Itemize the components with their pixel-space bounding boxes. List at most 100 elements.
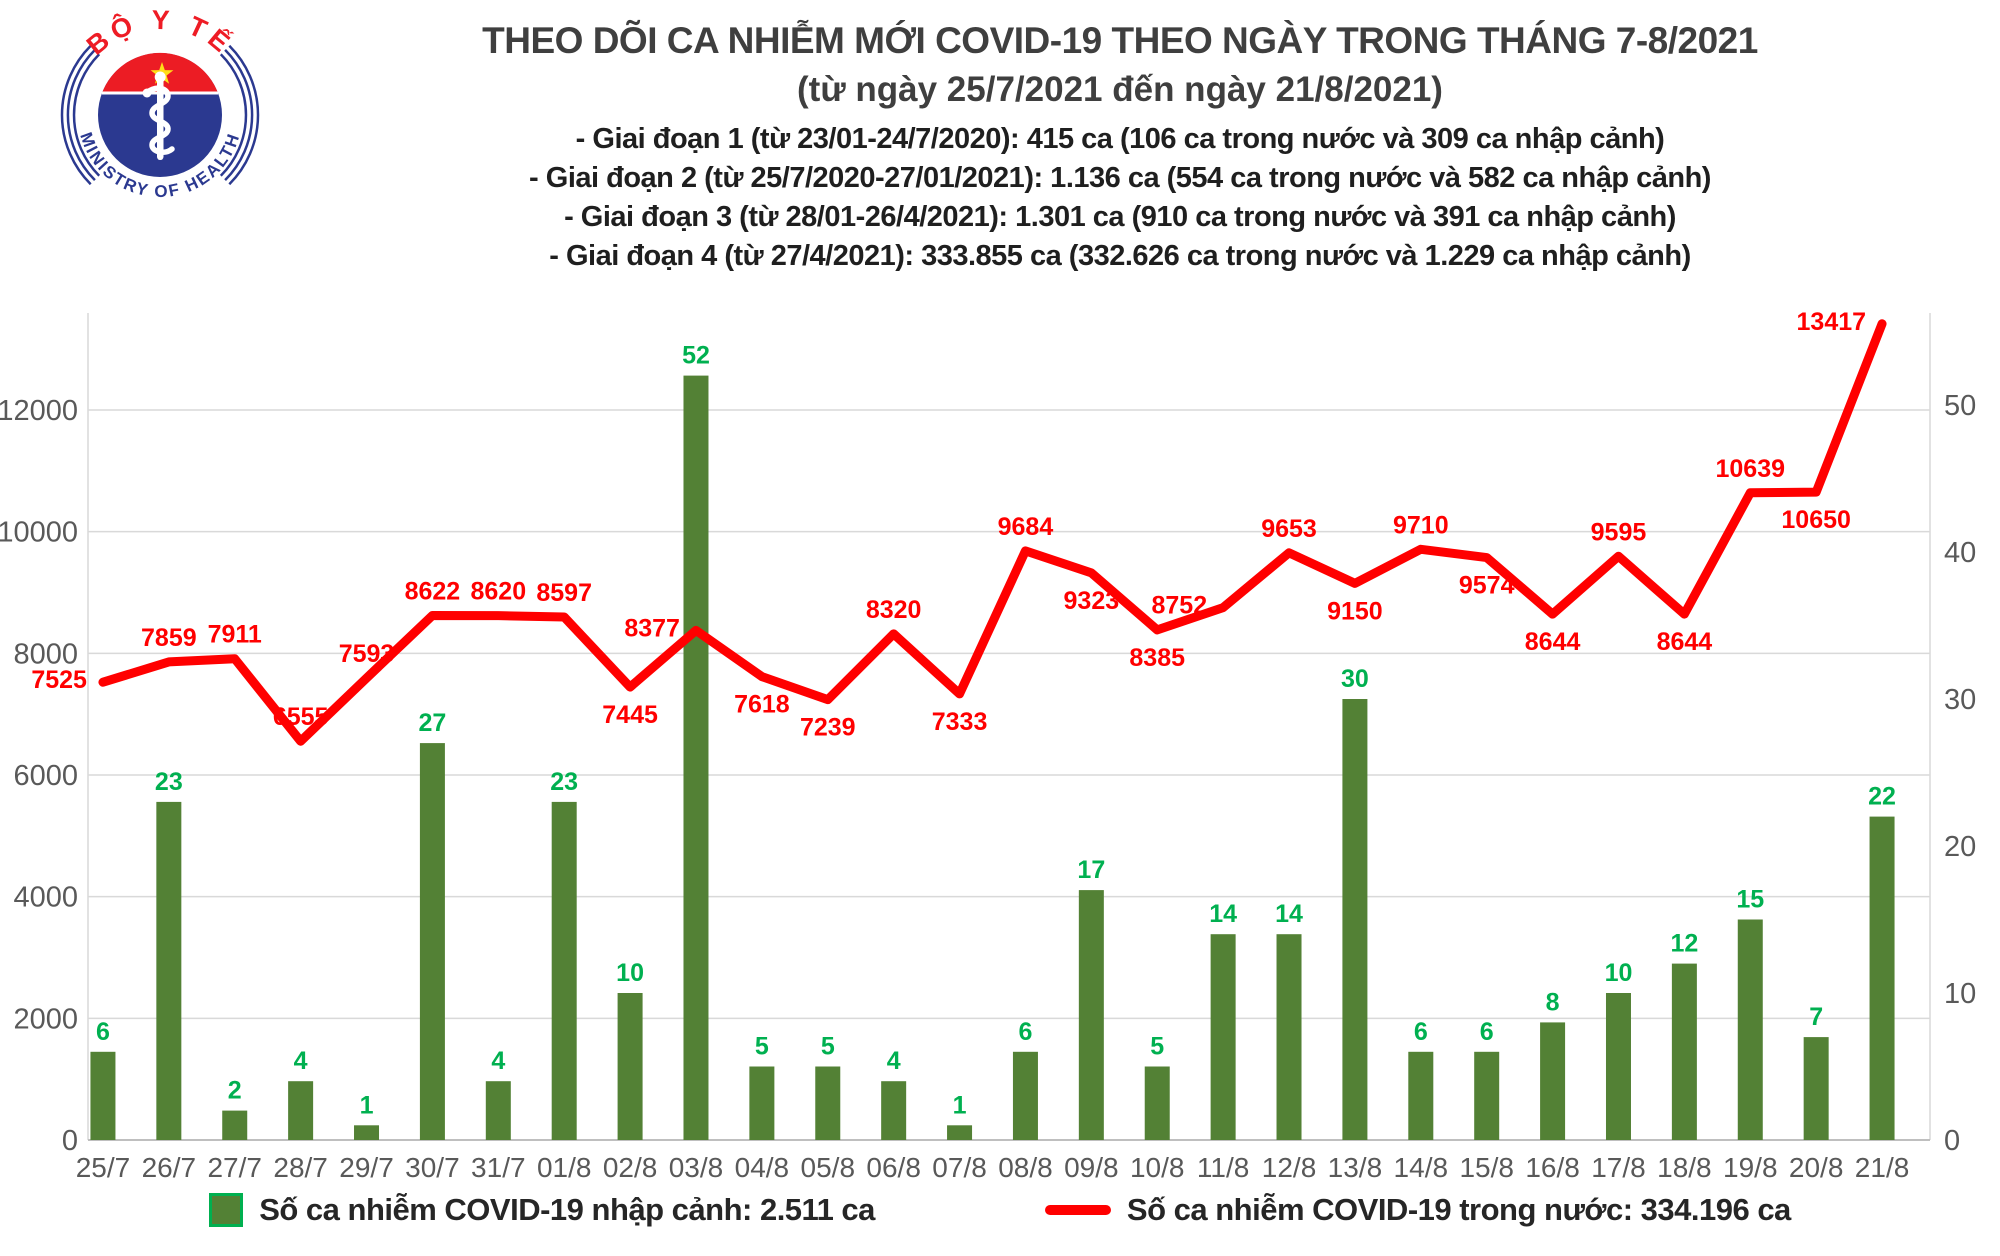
imported-cases-label: 52 bbox=[682, 342, 710, 370]
imported-cases-label: 14 bbox=[1209, 900, 1237, 928]
logo-top-text: BỘ Y TẾ bbox=[81, 8, 240, 61]
ministry-of-health-logo: BỘ Y TẾ MINISTRY OF HEALTH bbox=[60, 8, 260, 201]
x-axis-date-label: 18/8 bbox=[1657, 1152, 1712, 1183]
logo-decorative-arcs bbox=[60, 44, 260, 186]
imported-cases-bar bbox=[1210, 934, 1236, 1140]
note-phase-2: - Giai đoạn 2 (từ 25/7/2020-27/01/2021):… bbox=[529, 162, 1711, 194]
x-axis-date-label: 31/7 bbox=[471, 1152, 526, 1183]
left-axis-tick: 2000 bbox=[13, 1003, 78, 1035]
imported-cases-bar bbox=[551, 801, 577, 1140]
imported-cases-label: 2 bbox=[228, 1077, 242, 1105]
x-axis-date-label: 12/8 bbox=[1262, 1152, 1317, 1183]
imported-cases-bar bbox=[288, 1081, 314, 1140]
imported-cases-bar bbox=[1869, 816, 1895, 1140]
logo-caduceus-icon bbox=[142, 71, 175, 160]
x-axis-date-label: 17/8 bbox=[1591, 1152, 1646, 1183]
legend-label-domestic: Số ca nhiễm COVID-19 trong nước: 334.196… bbox=[1126, 1192, 1791, 1227]
imported-cases-label: 4 bbox=[491, 1047, 505, 1075]
domestic-cases-label: 7525 bbox=[31, 666, 87, 694]
imported-cases-label: 6 bbox=[1480, 1018, 1494, 1046]
x-axis-date-label: 02/8 bbox=[603, 1152, 658, 1183]
right-axis-tick: 30 bbox=[1944, 684, 1976, 716]
imported-cases-label: 23 bbox=[550, 768, 578, 796]
imported-cases-bar bbox=[1408, 1051, 1434, 1140]
chart-area: 0 2000 4000 6000 8000 10000 12000 0 10 20 30 40 50 25… bbox=[0, 255, 2000, 1200]
x-axis-date-label: 30/7 bbox=[405, 1152, 460, 1183]
domestic-cases-label: 9653 bbox=[1261, 515, 1317, 543]
legend-item-imported: Số ca nhiễm COVID-19 nhập cảnh: 2.511 ca bbox=[209, 1192, 875, 1228]
domestic-cases-label: 7911 bbox=[208, 621, 262, 649]
imported-cases-label: 17 bbox=[1077, 856, 1105, 884]
domestic-cases-label: 8622 bbox=[405, 577, 461, 605]
domestic-cases-label: 9574 bbox=[1459, 572, 1515, 600]
left-axis-tick: 6000 bbox=[13, 760, 78, 792]
right-axis-tick: 10 bbox=[1944, 978, 1976, 1010]
imported-cases-bar bbox=[1342, 699, 1368, 1140]
x-axis-date-label: 01/8 bbox=[537, 1152, 592, 1183]
domestic-cases-label: 9710 bbox=[1393, 511, 1449, 539]
x-axis-date-label: 04/8 bbox=[735, 1152, 790, 1183]
imported-cases-label: 30 bbox=[1341, 665, 1369, 693]
imported-cases-label: 5 bbox=[755, 1033, 769, 1061]
imported-cases-bar bbox=[222, 1110, 248, 1140]
imported-cases-label: 23 bbox=[155, 768, 183, 796]
imported-cases-bar bbox=[1671, 963, 1697, 1140]
x-axis-date-label: 21/8 bbox=[1855, 1152, 1910, 1183]
imported-cases-bar bbox=[156, 801, 182, 1140]
imported-cases-label: 5 bbox=[1150, 1033, 1164, 1061]
imported-cases-label: 4 bbox=[887, 1047, 901, 1075]
left-axis-tick: 0 bbox=[62, 1125, 78, 1157]
note-phase-4: - Giai đoạn 4 (từ 27/4/2021): 333.855 ca… bbox=[549, 240, 1691, 272]
note-phase-1: - Giai đoạn 1 (từ 23/01-24/7/2020): 415 … bbox=[575, 123, 1665, 155]
right-axis-tick: 0 bbox=[1944, 1125, 1960, 1157]
imported-cases-label: 10 bbox=[616, 959, 644, 987]
bar-swatch-icon bbox=[209, 1193, 244, 1227]
domestic-cases-label: 10639 bbox=[1716, 455, 1786, 483]
line-swatch-icon bbox=[1044, 1205, 1111, 1215]
imported-cases-bar bbox=[1276, 934, 1302, 1140]
domestic-cases-label: 9150 bbox=[1327, 597, 1383, 625]
domestic-cases-label: 7859 bbox=[141, 624, 197, 652]
right-axis-tick: 40 bbox=[1944, 537, 1976, 569]
domestic-cases-label: 8597 bbox=[536, 579, 592, 607]
x-axis-date-label: 08/8 bbox=[998, 1152, 1053, 1183]
domestic-cases-label: 9595 bbox=[1591, 518, 1647, 546]
domestic-cases-label: 7239 bbox=[800, 714, 856, 742]
imported-cases-bar bbox=[881, 1081, 907, 1140]
imported-cases-label: 14 bbox=[1275, 900, 1303, 928]
x-axis-date-label: 20/8 bbox=[1789, 1152, 1844, 1183]
imported-cases-label: 7 bbox=[1809, 1003, 1823, 1031]
x-axis-date-label: 15/8 bbox=[1459, 1152, 1514, 1183]
x-axis-date-label: 27/7 bbox=[207, 1152, 262, 1183]
x-axis-date-label: 10/8 bbox=[1130, 1152, 1185, 1183]
imported-cases-label: 8 bbox=[1546, 988, 1560, 1016]
domestic-cases-label: 13417 bbox=[1797, 308, 1867, 336]
domestic-cases-label: 8644 bbox=[1657, 628, 1713, 656]
x-axis-date-label: 05/8 bbox=[801, 1152, 856, 1183]
phase-notes: - Giai đoạn 1 (từ 23/01-24/7/2020): 415 … bbox=[240, 120, 2000, 276]
page-title: THEO DÕI CA NHIỄM MỚI COVID-19 THEO NGÀY… bbox=[482, 20, 1758, 61]
page-subtitle: (từ ngày 25/7/2021 đến ngày 21/8/2021) bbox=[797, 70, 1443, 109]
imported-cases-label: 1 bbox=[953, 1091, 967, 1119]
domestic-cases-label: 8752 bbox=[1152, 592, 1208, 620]
x-axis-date-label: 06/8 bbox=[866, 1152, 921, 1183]
imported-cases-label: 1 bbox=[360, 1091, 374, 1119]
legend-item-domestic: Số ca nhiễm COVID-19 trong nước: 334.196… bbox=[1044, 1192, 1791, 1228]
domestic-cases-label: 7333 bbox=[932, 708, 988, 736]
imported-cases-label: 5 bbox=[821, 1033, 835, 1061]
covid-daily-chart: 0200040006000800010000120000102030405025… bbox=[0, 308, 1976, 1183]
domestic-cases-label: 6555 bbox=[273, 703, 329, 731]
left-axis-tick: 4000 bbox=[13, 882, 78, 914]
x-axis-date-label: 11/8 bbox=[1197, 1152, 1249, 1183]
imported-cases-label: 12 bbox=[1670, 930, 1698, 958]
imported-cases-bar bbox=[1474, 1051, 1500, 1140]
chart-legend: Số ca nhiễm COVID-19 nhập cảnh: 2.511 ca… bbox=[0, 1192, 2000, 1228]
x-axis-date-label: 03/8 bbox=[669, 1152, 724, 1183]
imported-cases-bar bbox=[1803, 1037, 1829, 1140]
imported-cases-label: 6 bbox=[1414, 1018, 1428, 1046]
domestic-cases-label: 8620 bbox=[470, 578, 526, 606]
imported-cases-bar bbox=[1540, 1022, 1566, 1140]
x-axis-date-label: 26/7 bbox=[142, 1152, 197, 1183]
imported-cases-bar bbox=[947, 1125, 973, 1140]
